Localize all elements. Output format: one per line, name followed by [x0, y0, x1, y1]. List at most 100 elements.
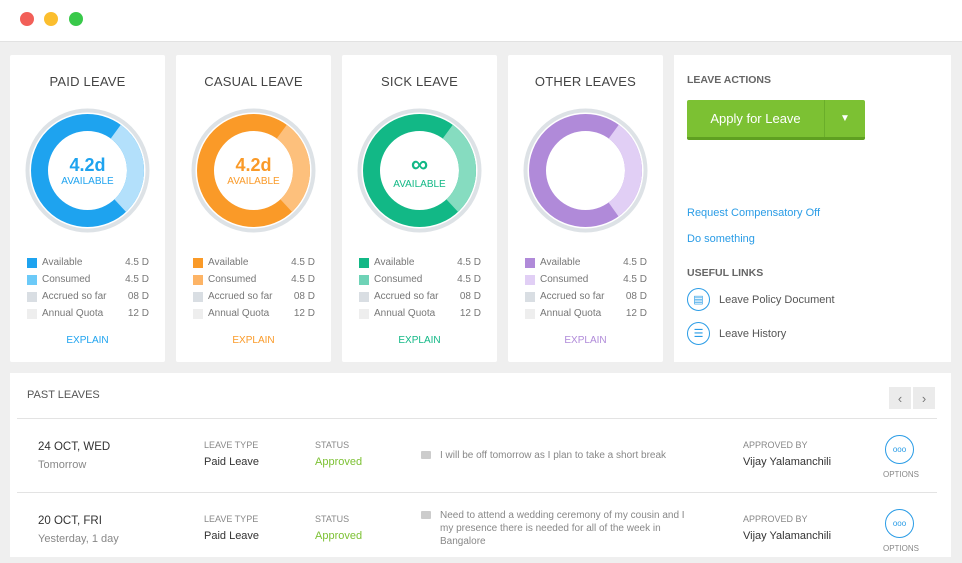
legend-value: 12 D [293, 308, 315, 319]
leave-type: Paid Leave [204, 456, 260, 468]
legend-value: 4.5 D [623, 274, 647, 285]
available-label: AVAILABLE [227, 175, 280, 187]
comment-icon [421, 511, 431, 519]
legend-value: 4.5 D [291, 257, 315, 268]
legend-swatch [525, 274, 535, 285]
legend-swatch [27, 257, 37, 268]
leave-donut-chart [523, 108, 648, 233]
card-title: PAID LEAVE [49, 74, 126, 89]
leave-date: 20 OCT, FRI [38, 515, 102, 527]
available-label: AVAILABLE [61, 175, 114, 187]
status-value: Approved [315, 456, 363, 468]
legend-item: Available 4.5 D [525, 254, 647, 271]
leave-card-paid-leave: PAID LEAVE 4.2d AVAILABLE Available 4.5 D C… [10, 55, 165, 362]
legend-swatch [193, 291, 203, 302]
apply-label[interactable]: Apply for Leave [687, 100, 825, 137]
legend-item: Annual Quota 12 D [525, 305, 647, 322]
do-something-link[interactable]: Do something [687, 233, 755, 245]
list-icon: ☰ [687, 322, 710, 345]
infinity-icon: ∞ [410, 151, 429, 178]
legend-label: Consumed [208, 274, 257, 285]
explain-link[interactable]: EXPLAIN [398, 335, 441, 346]
past-leave-row: 24 OCT, WED Tomorrow LEAVE TYPE Paid Lea… [10, 419, 951, 489]
prev-page-button[interactable]: ‹ [889, 387, 911, 409]
leave-comment: I will be off tomorrow as I plan to take… [440, 450, 667, 461]
consumed-arc [31, 114, 144, 227]
status-label: STATUS [315, 514, 350, 524]
legend-label: Annual Quota [208, 308, 270, 319]
document-icon: ▤ [687, 288, 710, 311]
maximize-window-button[interactable] [69, 12, 83, 26]
leave-actions-panel: LEAVE ACTIONS Apply for Leave ▼ Request … [674, 55, 951, 362]
legend-label: Accrued so far [42, 291, 107, 302]
status-label: STATUS [315, 440, 350, 450]
legend-value: 4.5 D [291, 274, 315, 285]
legend: Available 4.5 D Consumed 4.5 D Accrued so fa… [359, 254, 481, 322]
legend-label: Annual Quota [540, 308, 602, 319]
approved-by-label: APPROVED BY [743, 440, 808, 450]
legend-value: 12 D [127, 308, 149, 319]
dropdown-caret-icon[interactable]: ▼ [840, 113, 850, 124]
legend-value: 4.5 D [125, 257, 149, 268]
past-leaves-title: PAST LEAVES [27, 389, 100, 401]
consumed-arc [363, 114, 476, 227]
leave-donut-chart [357, 108, 482, 233]
legend-label: Consumed [540, 274, 589, 285]
leave-history-link[interactable]: ☰ Leave History [687, 322, 786, 345]
legend-swatch [27, 274, 37, 285]
available-days: 4.2d [69, 154, 106, 175]
window-titlebar [0, 0, 962, 42]
options-label[interactable]: OPTIONS [883, 470, 920, 479]
legend-swatch [359, 257, 369, 268]
legend-label: Available [42, 257, 83, 268]
close-window-button[interactable] [20, 12, 34, 26]
legend-item: Annual Quota 12 D [193, 305, 315, 322]
options-icon[interactable]: ooo [885, 509, 914, 538]
legend-label: Accrued so far [374, 291, 439, 302]
legend-swatch [525, 291, 535, 302]
legend-value: 12 D [625, 308, 647, 319]
consumed-arc [197, 114, 310, 227]
explain-link[interactable]: EXPLAIN [564, 335, 607, 346]
legend-swatch [193, 308, 203, 319]
legend-swatch [359, 274, 369, 285]
available-days: 4.2d [235, 154, 272, 175]
legend-swatch [525, 308, 535, 319]
leave-card-other-leaves: OTHER LEAVES Available 4.5 D Consumed 4.5 D… [508, 55, 663, 362]
explain-link[interactable]: EXPLAIN [66, 335, 109, 346]
explain-link[interactable]: EXPLAIN [232, 335, 275, 346]
next-page-button[interactable]: › [913, 387, 935, 409]
legend-label: Annual Quota [42, 308, 104, 319]
link-label[interactable]: Leave Policy Document [719, 293, 835, 306]
leave-date-sub: Tomorrow [38, 459, 87, 471]
useful-links-title: USEFUL LINKS [687, 267, 764, 279]
consumed-arc [529, 114, 642, 227]
legend-swatch [525, 257, 535, 268]
legend-swatch [27, 308, 37, 319]
legend-item: Consumed 4.5 D [359, 271, 481, 288]
options-label[interactable]: OPTIONS [883, 544, 920, 553]
legend-item: Annual Quota 12 D [27, 305, 149, 322]
leave-policy-document-link[interactable]: ▤ Leave Policy Document [687, 288, 835, 311]
link-label[interactable]: Leave History [719, 327, 787, 340]
minimize-window-button[interactable] [44, 12, 58, 26]
leave-type: Paid Leave [204, 530, 260, 542]
card-title: SICK LEAVE [381, 74, 458, 89]
legend-value: 4.5 D [125, 274, 149, 285]
options-icon[interactable]: ooo [885, 435, 914, 464]
legend: Available 4.5 D Consumed 4.5 D Accrued so fa… [27, 254, 149, 322]
legend-label: Consumed [42, 274, 91, 285]
request-compensatory-off-link[interactable]: Request Compensatory Off [687, 207, 821, 219]
legend-label: Available [540, 257, 581, 268]
legend-swatch [193, 257, 203, 268]
comment-icon [421, 451, 431, 459]
legend-swatch [27, 291, 37, 302]
legend-value: 08 D [625, 291, 647, 302]
legend-value: 08 D [127, 291, 149, 302]
approver-name: Vijay Yalamanchili [743, 456, 832, 468]
leave-donut-chart [191, 108, 316, 233]
apply-for-leave-button[interactable]: Apply for Leave ▼ [687, 100, 865, 140]
past-leave-row: 20 OCT, FRI Yesterday, 1 day LEAVE TYPE … [10, 493, 951, 563]
legend-item: Accrued so far 08 D [525, 288, 647, 305]
legend-label: Accrued so far [208, 291, 273, 302]
